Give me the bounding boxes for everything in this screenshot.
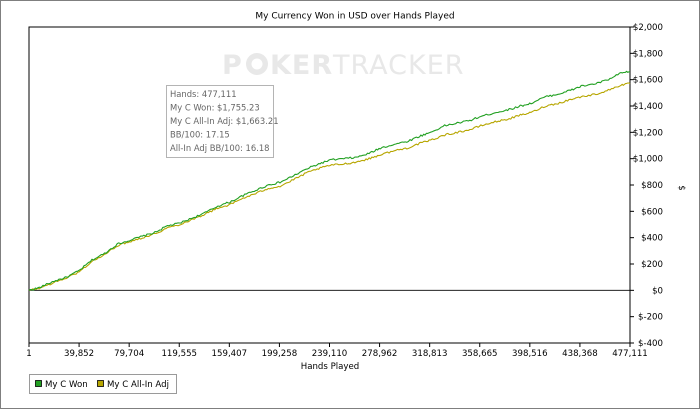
x-axis: 1 39,852 79,704 119,555 159,407 199,258 239,11… [26,343,648,359]
x-tick-label: 398,516 [512,349,548,359]
poker-chip-icon [246,53,268,75]
chart-title: My Currency Won in USD over Hands Played [255,12,454,22]
x-tick-label: 358,665 [462,349,498,359]
x-axis-title: Hands Played [301,362,360,372]
info-allin-adj: My C All-In Adj: $1,663.21 [170,116,279,126]
x-tick-label: 477,111 [612,349,648,359]
x-tick-label: 239,110 [312,349,348,359]
pokertracker-watermark: P KER TRACKER [222,50,465,81]
y-tick-label: $-200 [638,313,663,323]
y-tick-label: $0 [652,286,663,296]
y-tick-label: $2,000 [633,23,663,33]
watermark-text-left: P [222,50,243,81]
legend-swatch-won [35,380,42,387]
x-tick-label: 278,962 [362,349,398,359]
watermark-text-mid: KER [270,50,333,81]
x-tick-label: 159,407 [212,349,248,359]
stats-info-box: Hands: 477,111 My C Won: $1,755.23 My C … [166,85,279,158]
y-tick-label: $-400 [638,339,663,349]
series-line-my-c-won [28,70,630,291]
y-axis: $2,000 $1,800 $1,600 $1,400 $1,200 $1,000 $800… [630,23,663,349]
x-tick-label: 199,258 [262,349,298,359]
legend-label-allin: My C All-In Adj [107,380,169,390]
y-tick-label: $1,800 [633,49,663,59]
x-tick-label: 119,555 [161,349,197,359]
y-tick-label: $200 [641,260,663,270]
y-tick-label: $1,600 [633,76,663,86]
legend: My C Won My C All-In Adj [29,374,177,394]
x-tick-label: 318,813 [412,349,448,359]
legend-label-won: My C Won [45,380,88,390]
series-layer [28,70,631,291]
y-tick-label: $1,000 [633,155,663,165]
info-bb100: BB/100: 17.15 [170,130,230,140]
y-tick-label: $1,200 [633,128,663,138]
y-tick-label: $400 [641,234,663,244]
watermark-text-right: TRACKER [332,50,465,81]
legend-swatch-allin [97,380,104,387]
info-allin-bb100: All-In Adj BB/100: 16.18 [170,143,270,153]
y-axis-title: $ [676,185,686,190]
x-tick-label: 39,852 [64,349,94,359]
y-tick-label: $1,400 [633,102,663,112]
y-tick-label: $600 [641,207,663,217]
info-won: My C Won: $1,755.23 [170,103,260,113]
x-tick-label: 438,368 [562,349,598,359]
info-hands: Hands: 477,111 [170,89,237,99]
info-box-background [166,85,274,158]
y-tick-label: $800 [641,181,663,191]
series-line-my-c-all-in-adj [28,82,631,291]
x-tick-label: 79,704 [114,349,144,359]
x-tick-label: 1 [26,349,31,359]
